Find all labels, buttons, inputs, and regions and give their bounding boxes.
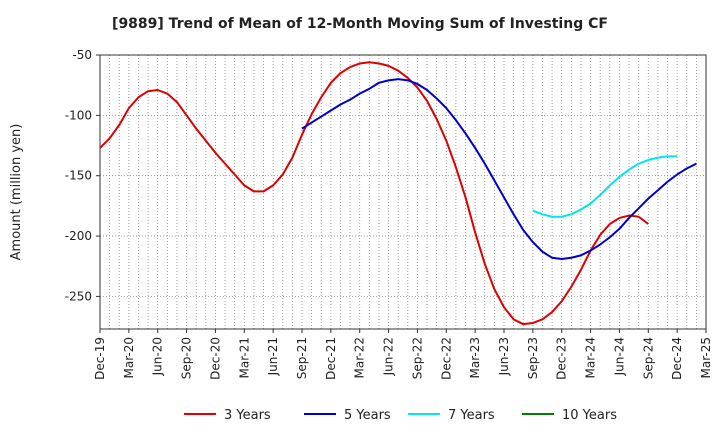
x-tick-label: Sep-23 [526, 337, 540, 379]
x-axis: Dec-19 Mar-20 Jun-20 Sep-20 Dec-20 Mar-21 Jun-… [93, 329, 713, 380]
y-tick-label: -200 [65, 229, 92, 243]
x-tick-label: Dec-24 [670, 337, 684, 380]
x-tick-label: Jun-24 [612, 337, 626, 376]
series-line-7-years [532, 155, 678, 218]
x-tick-label: Jun-23 [497, 337, 511, 376]
x-tick-label: Mar-24 [584, 337, 598, 378]
legend: 3 Years 5 Years 7 Years 10 Years [184, 408, 617, 423]
x-tick-label: Dec-23 [555, 337, 569, 380]
x-tick-label: Sep-22 [410, 337, 424, 379]
legend-label: 3 Years [224, 408, 271, 423]
y-tick-label: -100 [65, 108, 92, 122]
legend-label: 5 Years [344, 408, 391, 423]
series-lines [99, 61, 697, 326]
x-tick-label: Dec-19 [93, 337, 107, 380]
x-tick-label: Jun-22 [382, 337, 396, 376]
x-tick-label: Mar-23 [468, 337, 482, 378]
x-tick-label: Mar-21 [237, 337, 251, 378]
x-tick-label: Sep-21 [295, 337, 309, 379]
y-axis: -50 -100 -150 -200 -250 [65, 48, 100, 303]
x-tick-label: Mar-25 [699, 337, 713, 378]
grid [100, 54, 706, 329]
y-tick-label: -250 [65, 289, 92, 303]
chart-title: [9889] Trend of Mean of 12-Month Moving … [112, 16, 608, 32]
legend-label: 7 Years [448, 408, 495, 423]
x-tick-label: Sep-24 [641, 337, 655, 379]
plot-area [99, 54, 707, 330]
y-tick-label: -50 [72, 48, 92, 62]
series-line-3-years [99, 61, 649, 326]
x-tick-label: Jun-20 [151, 337, 165, 376]
legend-label: 10 Years [562, 408, 617, 423]
x-tick-label: Dec-22 [439, 337, 453, 380]
x-tick-label: Dec-20 [208, 337, 222, 380]
x-tick-label: Jun-21 [266, 337, 280, 376]
y-tick-label: -150 [65, 169, 92, 183]
y-axis-label: Amount (million yen) [9, 124, 24, 261]
x-tick-label: Sep-20 [180, 337, 194, 379]
x-tick-label: Mar-22 [353, 337, 367, 378]
series-line-5-years [301, 78, 697, 260]
x-tick-label: Dec-21 [324, 337, 338, 380]
x-tick-label: Mar-20 [122, 337, 136, 378]
